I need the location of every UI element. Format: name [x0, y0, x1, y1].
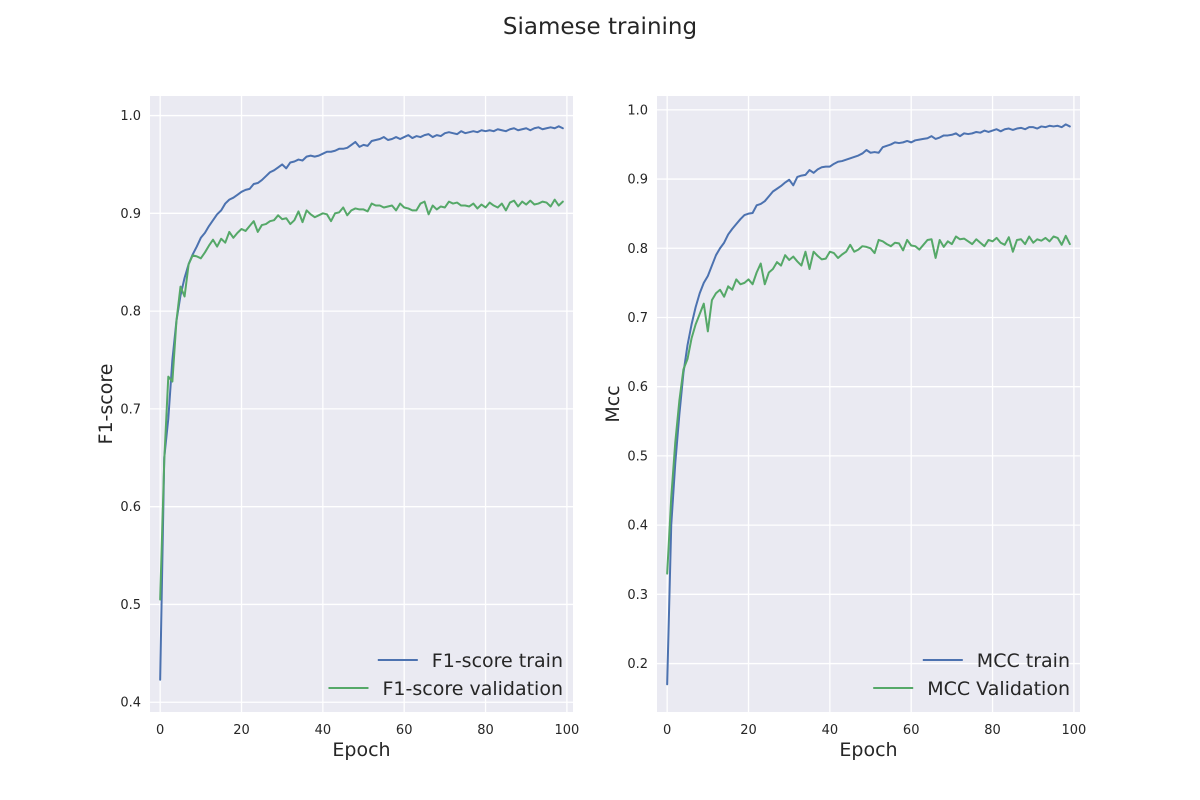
- mcc-y-tick-label: 0.2: [627, 657, 648, 672]
- f1-x-tick-label: 60: [396, 723, 413, 738]
- f1-y-tick-label: 0.4: [120, 696, 141, 711]
- f1-legend-label: F1-score train: [432, 650, 563, 672]
- mcc-y-tick-label: 0.9: [627, 173, 648, 188]
- f1-x-tick-label: 40: [315, 723, 332, 738]
- mcc-x-tick-label: 0: [663, 723, 671, 738]
- f1-series-line-train: [159, 125, 564, 681]
- f1-x-tick-label: 20: [233, 723, 250, 738]
- mcc-x-tick-label: 60: [903, 723, 920, 738]
- mcc-panel: 0 20 40 60 80 100 0.2 0.3 0.4 0.5 0.6 0.7 0.8 0.9 1.0 E…: [602, 96, 1086, 761]
- f1-series-line-validation: [159, 198, 564, 601]
- f1-x-tick-label: 0: [156, 723, 164, 738]
- mcc-y-tick-label: 1.0: [627, 103, 648, 118]
- mcc-plot-area: [657, 96, 1080, 712]
- f1-x-axis-label: Epoch: [332, 739, 390, 761]
- mcc-y-tick-label: 0.7: [627, 311, 648, 326]
- f1-x-tick-label: 100: [554, 723, 579, 738]
- f1-plot-area: [150, 96, 573, 712]
- f1-y-tick-label: 0.6: [120, 500, 141, 515]
- mcc-y-tick-label: 0.8: [627, 242, 648, 257]
- mcc-x-tick-label: 80: [984, 723, 1001, 738]
- mcc-series-line-train: [666, 123, 1071, 686]
- f1-y-tick-label: 0.8: [120, 305, 141, 320]
- f1-legend-label: F1-score validation: [382, 678, 563, 700]
- mcc-legend-label: MCC Validation: [927, 678, 1070, 700]
- mcc-legend-label: MCC train: [977, 650, 1070, 672]
- mcc-y-tick-label: 0.4: [627, 519, 648, 534]
- f1-y-axis-label: F1-score: [95, 364, 117, 445]
- mcc-x-tick-label: 40: [822, 723, 839, 738]
- mcc-y-tick-label: 0.3: [627, 588, 648, 603]
- f1-x-tick-label: 80: [477, 723, 494, 738]
- figure-title: Siamese training: [503, 14, 697, 40]
- mcc-x-tick-label: 20: [740, 723, 757, 738]
- f1-score-panel: 0 20 40 60 80 100 0.4 0.5 0.6 0.7 0.8 0.9 1.0 Epoch F1…: [95, 96, 579, 761]
- mcc-y-tick-label: 0.5: [627, 449, 648, 464]
- mcc-series-line-validation: [666, 234, 1071, 575]
- f1-y-tick-label: 0.7: [120, 402, 141, 417]
- mcc-y-tick-label: 0.6: [627, 380, 648, 395]
- f1-y-tick-label: 1.0: [120, 109, 141, 124]
- mcc-legend: MCC train MCC Validation: [873, 650, 1070, 700]
- mcc-y-axis-label: Mcc: [602, 385, 624, 422]
- f1-legend: F1-score train F1-score validation: [328, 650, 563, 700]
- mcc-x-tick-label: 100: [1061, 723, 1086, 738]
- f1-y-tick-label: 0.9: [120, 207, 141, 222]
- mcc-x-axis-label: Epoch: [839, 739, 897, 761]
- f1-y-tick-label: 0.5: [120, 598, 141, 613]
